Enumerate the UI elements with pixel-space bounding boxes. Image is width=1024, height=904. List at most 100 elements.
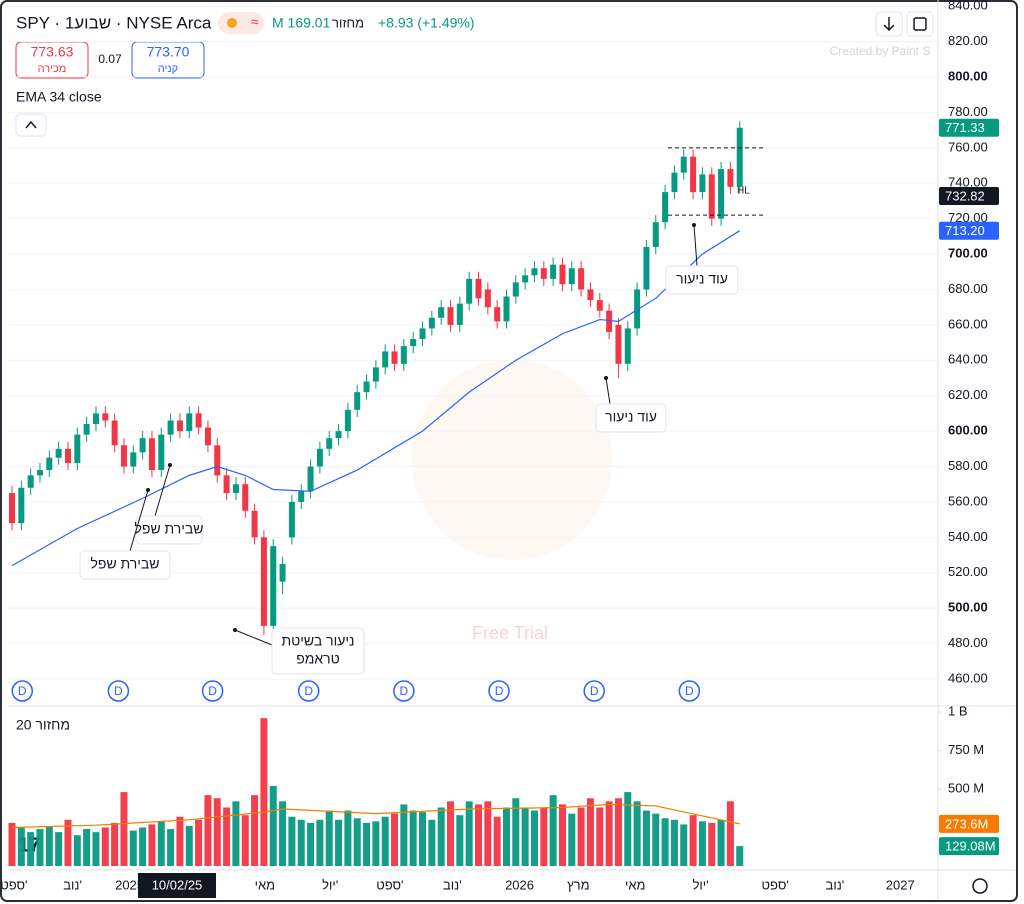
volume-bar bbox=[8, 822, 16, 866]
y-tick-label: 460.00 bbox=[948, 670, 988, 685]
candle-body bbox=[55, 448, 62, 458]
candle-body bbox=[475, 278, 482, 299]
volume-bar bbox=[353, 818, 361, 866]
volume-bar bbox=[689, 815, 697, 866]
date-cursor: 10/02/25 bbox=[152, 877, 203, 892]
volume-bar bbox=[475, 804, 482, 866]
candle-body bbox=[624, 328, 631, 364]
candle-body bbox=[83, 424, 90, 435]
volume-bar bbox=[335, 819, 343, 866]
x-tick-label: נוב' bbox=[443, 877, 462, 892]
candle-body bbox=[260, 537, 267, 626]
candle-body bbox=[503, 296, 510, 322]
y-tick-label: 760.00 bbox=[948, 139, 988, 154]
candle-body bbox=[699, 174, 706, 193]
price-label: 273.6M bbox=[945, 816, 988, 831]
volume-bar bbox=[17, 827, 25, 866]
candle-body bbox=[606, 310, 613, 332]
candle-body bbox=[139, 438, 146, 453]
volume-bar bbox=[596, 807, 604, 866]
watermark-logo bbox=[412, 360, 612, 560]
x-tick-label: מאי bbox=[255, 877, 275, 892]
price-label-box bbox=[939, 814, 999, 833]
price-label: 713.20 bbox=[945, 223, 985, 238]
y-tick-label: 520.00 bbox=[948, 564, 988, 579]
candle-body bbox=[400, 346, 407, 364]
annotation-text: עוד ניעור bbox=[676, 271, 728, 287]
collapse-button[interactable] bbox=[15, 113, 47, 137]
candle-body bbox=[363, 381, 370, 393]
volume-bar bbox=[260, 718, 268, 866]
candle-body bbox=[419, 328, 426, 340]
fullscreen-icon bbox=[913, 17, 927, 31]
settings-button[interactable] bbox=[972, 878, 988, 894]
dividend-letter: D bbox=[114, 684, 123, 698]
fullscreen-button[interactable] bbox=[906, 11, 934, 37]
volume-bar bbox=[493, 816, 501, 866]
candle-body bbox=[540, 268, 547, 279]
annotation-box bbox=[271, 627, 365, 675]
volume-bar bbox=[372, 821, 380, 866]
candle-body bbox=[634, 289, 641, 329]
volume-bar bbox=[428, 819, 436, 866]
volume-tick-label: 1 B bbox=[948, 703, 968, 718]
status-icons bbox=[218, 12, 264, 34]
y-tick-label: 840.00 bbox=[948, 0, 988, 13]
volume-bar bbox=[661, 818, 669, 866]
y-tick-label: 500.00 bbox=[948, 600, 988, 615]
candle-body bbox=[736, 127, 743, 187]
annotation-text: עוד ניעור bbox=[605, 409, 657, 425]
ema-line bbox=[11, 230, 741, 567]
volume-bar bbox=[316, 819, 324, 866]
candle-body bbox=[708, 174, 715, 219]
dividend-letter: D bbox=[495, 684, 504, 698]
candle-body bbox=[186, 413, 193, 432]
candle-body bbox=[344, 409, 351, 432]
candle-body bbox=[578, 268, 585, 290]
candle-body bbox=[690, 156, 697, 193]
candle-body bbox=[251, 510, 258, 538]
volume-bar bbox=[344, 810, 352, 866]
y-tick-label: 640.00 bbox=[948, 352, 988, 367]
volume-bar bbox=[279, 801, 287, 866]
dividend-marker bbox=[678, 680, 701, 702]
volume-bar bbox=[577, 807, 585, 866]
annotation-pointer bbox=[693, 224, 698, 267]
volume-bar bbox=[670, 819, 678, 866]
candle-body bbox=[531, 268, 538, 276]
x-tick-label: ספט' bbox=[762, 877, 789, 892]
annotation-text: שבירת שפל bbox=[90, 556, 159, 572]
y-tick-label: 820.00 bbox=[948, 33, 988, 48]
dividend-letter: D bbox=[304, 684, 313, 698]
x-tick-label: ספט' bbox=[376, 877, 403, 892]
volume-bar bbox=[708, 822, 716, 866]
hl-label: HL bbox=[737, 186, 750, 197]
dividend-marker bbox=[393, 680, 415, 702]
x-axis: ספט' נוב' 2025 מאי יול' ספט' נוב' 2026 מרץ מאי יול… bbox=[0, 877, 914, 892]
candle-body bbox=[335, 431, 342, 439]
x-tick-label: 2025 bbox=[115, 877, 144, 892]
y-tick-label: 600.00 bbox=[948, 423, 988, 438]
volume-bar bbox=[27, 832, 35, 866]
change: +8.93 (+1.49%) bbox=[378, 15, 475, 31]
volume-bar bbox=[167, 829, 175, 866]
volume-bar bbox=[540, 807, 548, 866]
volume-bar bbox=[288, 816, 296, 866]
volume-bar bbox=[698, 821, 706, 866]
volume-bar bbox=[101, 827, 109, 866]
volume-bar bbox=[391, 813, 399, 866]
x-tick-label: מרץ bbox=[567, 877, 589, 892]
annotation-text: טראמפ bbox=[296, 651, 340, 667]
volume-bar bbox=[409, 810, 417, 866]
candle-body bbox=[204, 427, 211, 446]
candle-body bbox=[64, 448, 71, 463]
volume-bar bbox=[549, 795, 557, 866]
x-tick-label: 2027 bbox=[886, 877, 915, 892]
volume-bar bbox=[83, 829, 91, 866]
volume-bar bbox=[64, 819, 72, 866]
volume-bar bbox=[36, 829, 44, 866]
candle-body bbox=[596, 300, 603, 311]
volume-bar bbox=[45, 825, 53, 866]
annotation-box bbox=[595, 403, 667, 433]
price-label-box bbox=[939, 186, 999, 205]
